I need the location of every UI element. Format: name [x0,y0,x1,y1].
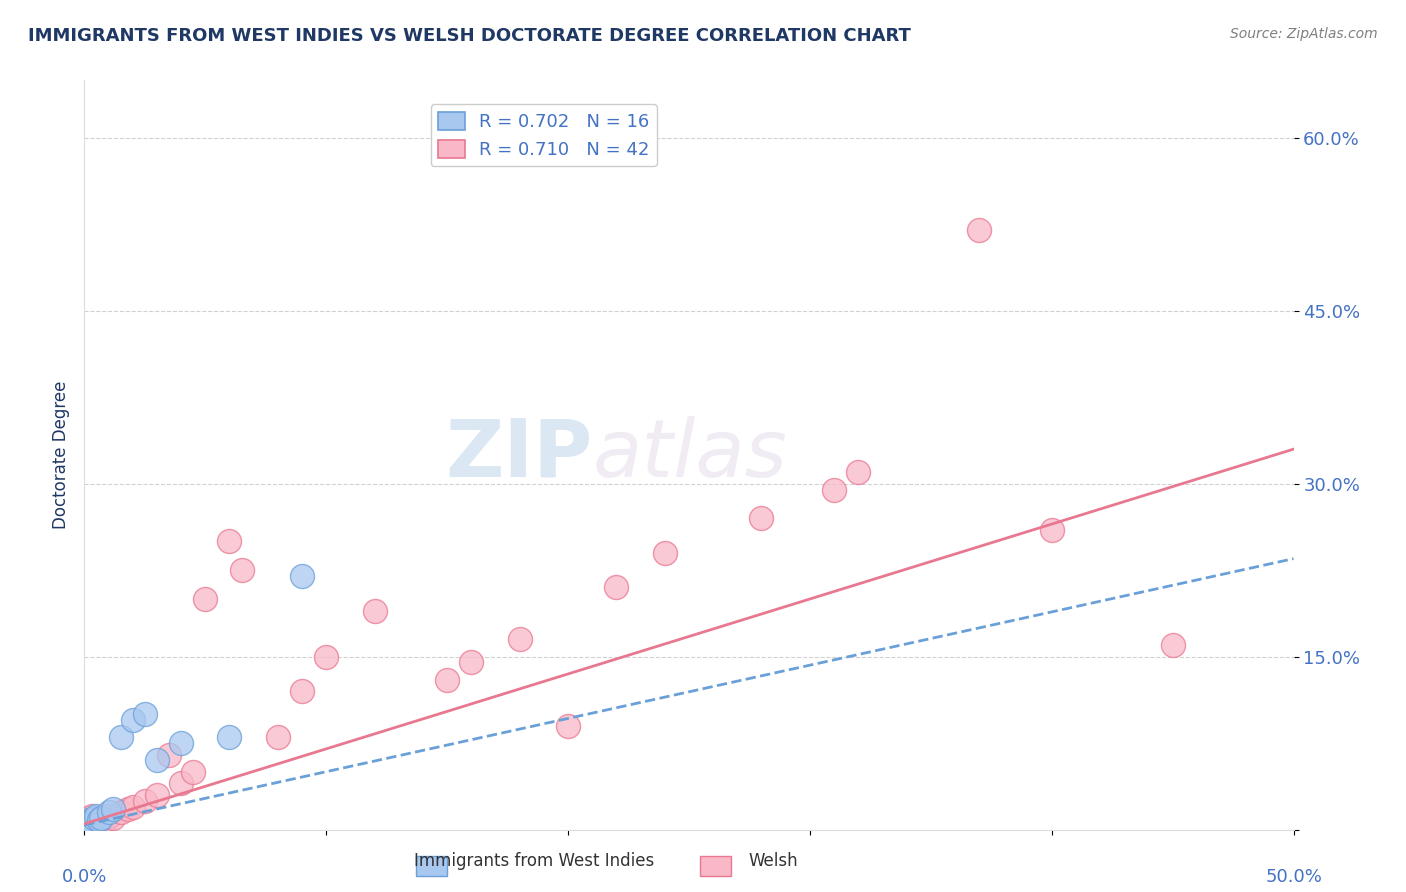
Point [103,802,125,816]
Point [134,794,156,808]
Point [146,788,169,802]
Point [134,707,156,722]
Point [1040,523,1063,537]
Point [80,817,103,831]
Point [315,649,337,664]
Point [77,814,100,828]
Point [86,817,108,831]
Point [80,815,103,830]
Text: atlas: atlas [592,416,787,494]
Point [181,764,204,779]
Text: Source: ZipAtlas.com: Source: ZipAtlas.com [1230,27,1378,41]
Point [94,814,117,828]
Point [121,713,143,727]
FancyBboxPatch shape [700,856,731,876]
Point [509,632,531,647]
Point [86,808,108,822]
Point [90,811,112,825]
Point [436,673,458,687]
Point [87,814,110,828]
Point [76,817,98,831]
Text: 0.0%: 0.0% [62,869,107,887]
Point [751,511,773,525]
Point [170,736,193,750]
Point [967,223,990,237]
Text: ZIP: ZIP [444,416,592,494]
Point [231,563,253,577]
Point [90,815,112,830]
Point [823,483,845,497]
Point [121,799,143,814]
Point [146,753,169,767]
Point [77,815,100,830]
Text: Immigrants from West Indies: Immigrants from West Indies [415,852,654,870]
Point [97,805,120,820]
Point [557,719,579,733]
Point [103,811,125,825]
Point [83,814,105,828]
Point [97,808,120,822]
Point [363,603,385,617]
Text: IMMIGRANTS FROM WEST INDIES VS WELSH DOCTORATE DEGREE CORRELATION CHART: IMMIGRANTS FROM WEST INDIES VS WELSH DOC… [28,27,911,45]
Point [77,811,100,825]
Y-axis label: Doctorate Degree: Doctorate Degree [52,381,70,529]
Legend: R = 0.702   N = 16, R = 0.710   N = 42: R = 0.702 N = 16, R = 0.710 N = 42 [430,104,657,167]
Point [267,731,290,745]
Point [846,465,869,479]
Point [194,592,217,607]
Point [80,808,103,822]
Point [76,817,98,831]
Point [460,656,482,670]
Point [83,811,105,825]
Point [218,731,240,745]
Point [170,776,193,790]
Point [654,546,676,560]
Point [86,811,108,825]
Point [87,814,110,828]
Point [157,747,180,762]
Point [117,802,139,816]
Point [110,731,132,745]
Point [1161,638,1184,652]
Point [93,811,115,825]
Point [76,814,98,828]
Point [291,569,314,583]
Text: 50.0%: 50.0% [1265,869,1322,887]
Point [110,805,132,820]
Text: Welsh: Welsh [748,852,799,870]
Point [291,684,314,698]
FancyBboxPatch shape [416,856,447,876]
Point [605,581,627,595]
Point [218,534,240,549]
